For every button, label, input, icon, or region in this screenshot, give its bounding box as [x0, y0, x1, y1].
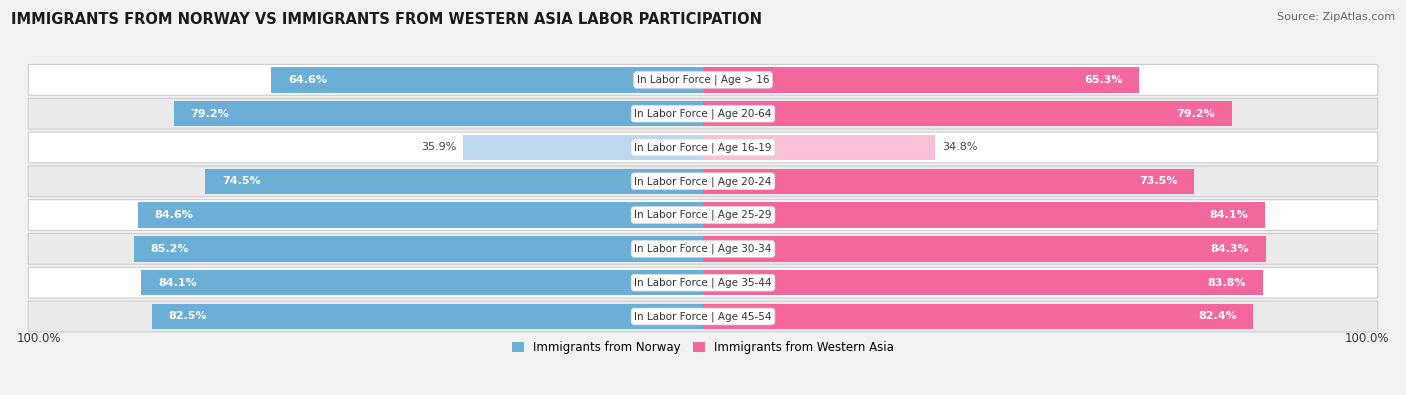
- Text: 84.1%: 84.1%: [157, 278, 197, 288]
- Text: IMMIGRANTS FROM NORWAY VS IMMIGRANTS FROM WESTERN ASIA LABOR PARTICIPATION: IMMIGRANTS FROM NORWAY VS IMMIGRANTS FRO…: [11, 12, 762, 27]
- Text: 73.5%: 73.5%: [1139, 176, 1177, 186]
- Text: 65.3%: 65.3%: [1084, 75, 1122, 85]
- Text: 79.2%: 79.2%: [1177, 109, 1215, 118]
- Text: 84.6%: 84.6%: [155, 210, 194, 220]
- Bar: [703, 67, 1139, 92]
- Bar: [703, 270, 1263, 295]
- Bar: [152, 304, 703, 329]
- Text: 83.8%: 83.8%: [1208, 278, 1246, 288]
- Bar: [271, 67, 703, 92]
- FancyBboxPatch shape: [28, 98, 1378, 129]
- Text: In Labor Force | Age 20-64: In Labor Force | Age 20-64: [634, 108, 772, 119]
- Bar: [138, 202, 703, 228]
- Text: 74.5%: 74.5%: [222, 176, 260, 186]
- Bar: [703, 304, 1253, 329]
- Bar: [141, 270, 703, 295]
- FancyBboxPatch shape: [28, 166, 1378, 197]
- Bar: [205, 169, 703, 194]
- FancyBboxPatch shape: [28, 233, 1378, 264]
- Text: In Labor Force | Age 35-44: In Labor Force | Age 35-44: [634, 277, 772, 288]
- FancyBboxPatch shape: [28, 200, 1378, 230]
- Bar: [703, 202, 1265, 228]
- Text: 82.4%: 82.4%: [1198, 312, 1237, 322]
- Bar: [703, 236, 1265, 261]
- Bar: [463, 135, 703, 160]
- FancyBboxPatch shape: [28, 267, 1378, 298]
- Text: 64.6%: 64.6%: [288, 75, 328, 85]
- Text: In Labor Force | Age 45-54: In Labor Force | Age 45-54: [634, 311, 772, 322]
- Text: In Labor Force | Age > 16: In Labor Force | Age > 16: [637, 75, 769, 85]
- Text: 100.0%: 100.0%: [17, 332, 62, 345]
- Bar: [703, 169, 1194, 194]
- Text: In Labor Force | Age 30-34: In Labor Force | Age 30-34: [634, 244, 772, 254]
- Text: In Labor Force | Age 20-24: In Labor Force | Age 20-24: [634, 176, 772, 186]
- FancyBboxPatch shape: [28, 301, 1378, 332]
- Text: 34.8%: 34.8%: [942, 143, 977, 152]
- FancyBboxPatch shape: [28, 64, 1378, 95]
- Text: 85.2%: 85.2%: [150, 244, 188, 254]
- Text: 84.3%: 84.3%: [1211, 244, 1250, 254]
- Text: 100.0%: 100.0%: [1344, 332, 1389, 345]
- Bar: [174, 101, 703, 126]
- Bar: [134, 236, 703, 261]
- Bar: [703, 135, 935, 160]
- FancyBboxPatch shape: [28, 132, 1378, 163]
- Text: Source: ZipAtlas.com: Source: ZipAtlas.com: [1277, 12, 1395, 22]
- Text: 82.5%: 82.5%: [169, 312, 207, 322]
- Bar: [703, 101, 1232, 126]
- Text: 79.2%: 79.2%: [191, 109, 229, 118]
- Text: 84.1%: 84.1%: [1209, 210, 1249, 220]
- Text: In Labor Force | Age 25-29: In Labor Force | Age 25-29: [634, 210, 772, 220]
- Text: In Labor Force | Age 16-19: In Labor Force | Age 16-19: [634, 142, 772, 153]
- Text: 35.9%: 35.9%: [422, 143, 457, 152]
- Legend: Immigrants from Norway, Immigrants from Western Asia: Immigrants from Norway, Immigrants from …: [508, 337, 898, 359]
